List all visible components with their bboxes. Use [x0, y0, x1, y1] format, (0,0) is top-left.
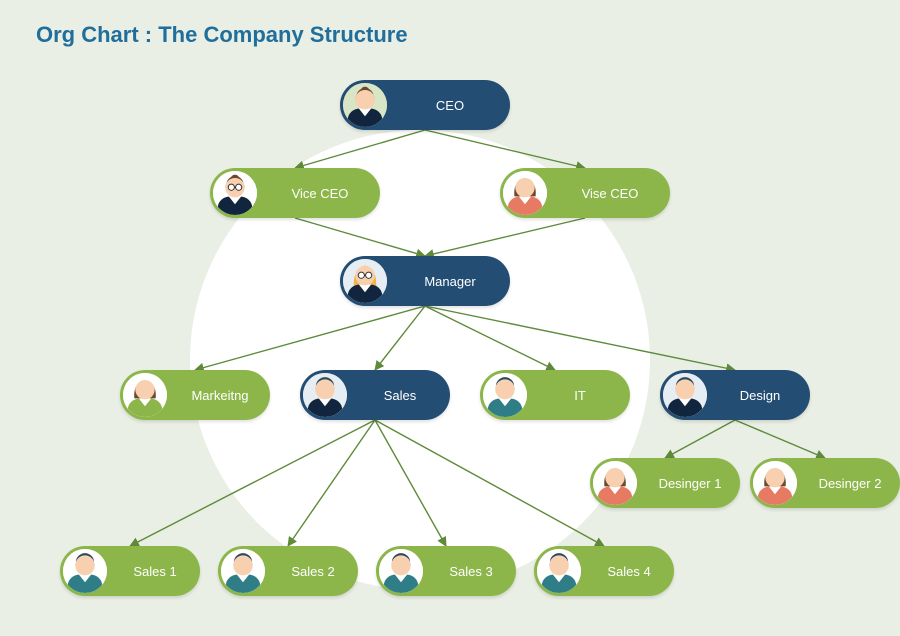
avatar-icon [663, 373, 707, 417]
avatar-icon [753, 461, 797, 505]
avatar-icon [483, 373, 527, 417]
avatar-icon [343, 83, 387, 127]
avatar-icon [63, 549, 107, 593]
edge-design-des2 [735, 420, 825, 458]
node-label: Vise CEO [550, 186, 670, 201]
node-des1: Desinger 1 [590, 458, 740, 508]
node-label: Desinger 1 [640, 476, 740, 491]
node-label: Sales 3 [426, 564, 516, 579]
node-vice2: Vise CEO [500, 168, 670, 218]
node-label: Design [710, 388, 810, 403]
avatar-icon [221, 549, 265, 593]
node-label: IT [530, 388, 630, 403]
node-label: Manager [390, 274, 510, 289]
node-sales2: Sales 2 [218, 546, 358, 596]
chart-title: Org Chart : The Company Structure [36, 22, 408, 48]
node-vice1: Vice CEO [210, 168, 380, 218]
avatar-icon [379, 549, 423, 593]
node-label: CEO [390, 98, 510, 113]
node-sales3: Sales 3 [376, 546, 516, 596]
node-label: Desinger 2 [800, 476, 900, 491]
node-manager: Manager [340, 256, 510, 306]
node-label: Sales 4 [584, 564, 674, 579]
node-ceo: CEO [340, 80, 510, 130]
node-label: Sales 1 [110, 564, 200, 579]
avatar-icon [343, 259, 387, 303]
edge-design-des1 [665, 420, 735, 458]
avatar-icon [593, 461, 637, 505]
node-marketing: Markeitng [120, 370, 270, 420]
avatar-icon [303, 373, 347, 417]
node-sales: Sales [300, 370, 450, 420]
node-label: Sales [350, 388, 450, 403]
node-sales4: Sales 4 [534, 546, 674, 596]
node-label: Markeitng [170, 388, 270, 403]
node-sales1: Sales 1 [60, 546, 200, 596]
node-des2: Desinger 2 [750, 458, 900, 508]
avatar-icon [537, 549, 581, 593]
node-label: Vice CEO [260, 186, 380, 201]
node-it: IT [480, 370, 630, 420]
org-chart-canvas: Org Chart : The Company Structure CEO Vi… [0, 0, 900, 636]
avatar-icon [503, 171, 547, 215]
avatar-icon [213, 171, 257, 215]
node-label: Sales 2 [268, 564, 358, 579]
avatar-icon [123, 373, 167, 417]
node-design: Design [660, 370, 810, 420]
